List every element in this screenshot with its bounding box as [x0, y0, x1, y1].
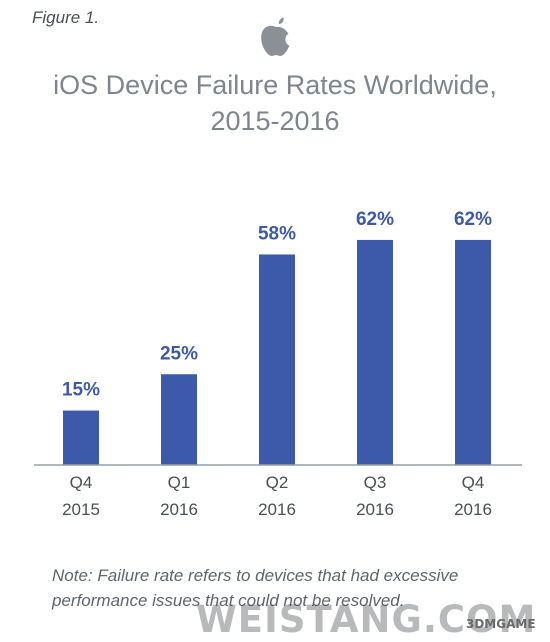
apple-logo-icon — [261, 17, 290, 56]
bar-4 — [357, 239, 393, 465]
bar-1 — [63, 410, 99, 465]
data-label-2: 25% — [160, 343, 198, 364]
x-tick-label-1-1: Q4 — [70, 473, 93, 492]
data-label-3: 58% — [258, 223, 296, 244]
watermark-small: 3DMGAME — [466, 617, 536, 631]
data-label-1: 15% — [62, 380, 100, 401]
x-tick-label-2-2: 2016 — [160, 500, 198, 519]
chart-note: Note: Failure rate refers to devices tha… — [52, 566, 459, 610]
bar-3 — [259, 254, 295, 465]
chart-title-line-2: 2015-2016 — [210, 106, 340, 136]
x-tick-label-3-1: Q2 — [266, 473, 289, 492]
x-tick-label-4-2: 2016 — [356, 500, 394, 519]
watermark: WEISTANG.COM — [196, 598, 537, 641]
x-tick-label-4-1: Q3 — [364, 473, 387, 492]
bar-2 — [161, 374, 197, 465]
chart-title-line-1: iOS Device Failure Rates Worldwide, — [53, 70, 497, 100]
x-tick-label-1-2: 2015 — [62, 500, 100, 519]
data-label-4: 62% — [356, 209, 394, 230]
bar-5 — [455, 239, 491, 465]
x-tick-label-5-2: 2016 — [454, 500, 492, 519]
x-tick-label-3-2: 2016 — [258, 500, 296, 519]
x-tick-label-5-1: Q4 — [462, 473, 485, 492]
x-tick-label-2-1: Q1 — [168, 473, 191, 492]
data-label-5: 62% — [454, 209, 492, 230]
figure-label: Figure 1. — [32, 8, 100, 27]
